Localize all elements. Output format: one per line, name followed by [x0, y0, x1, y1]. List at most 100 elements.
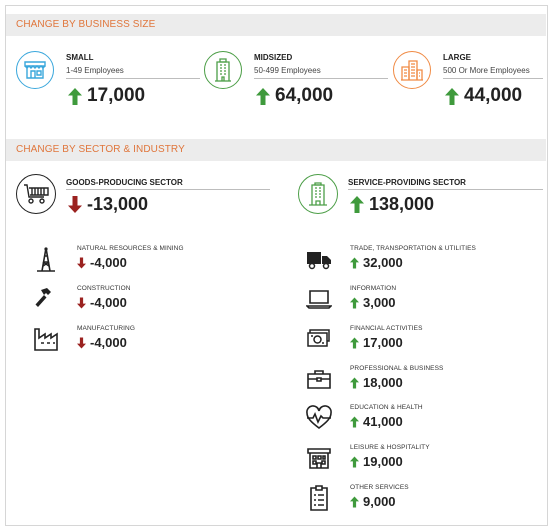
arrow-up-icon [68, 87, 82, 105]
industry-value-row: 32,000 [350, 255, 403, 270]
size-card-value-row: 44,000 [445, 85, 522, 107]
industry-value: -4,000 [90, 335, 127, 350]
size-card-title: MIDSIZED [254, 53, 293, 62]
industry-label: FINANCIAL ACTIVITIES [350, 325, 423, 332]
industry-label: OTHER SERVICES [350, 484, 409, 491]
industry-value-row: 41,000 [350, 414, 403, 429]
arrow-down-icon [77, 297, 86, 308]
divider [66, 78, 200, 79]
service-sector-value-row: 138,000 [350, 194, 434, 215]
arrow-up-icon [350, 377, 359, 388]
goods-sector-value: -13,000 [87, 194, 149, 214]
business-size-heading-bar: CHANGE BY BUSINESS SIZE [6, 14, 546, 36]
size-card-value: 64,000 [275, 85, 334, 106]
divider [254, 78, 388, 79]
size-card-value: 17,000 [87, 85, 146, 106]
infographic-frame [5, 5, 548, 526]
hotel-icon [307, 448, 331, 469]
industry-label: LEISURE & HOSPITALITY [350, 444, 430, 451]
arrow-down-icon [77, 257, 86, 268]
briefcase-icon [307, 370, 331, 389]
arrow-up-icon [256, 87, 270, 105]
sector-heading: CHANGE BY SECTOR & INDUSTRY [16, 144, 185, 155]
goods-sector-card: GOODS-PRODUCING SECTOR -13,000 [16, 172, 276, 222]
industry-value: -4,000 [90, 255, 127, 270]
city-buildings-icon [393, 51, 431, 89]
office-tower-icon [204, 51, 242, 89]
goods-sector-value-row: -13,000 [68, 194, 148, 215]
heart-pulse-icon [306, 405, 332, 430]
arrow-up-icon [350, 456, 359, 467]
industry-manufacturing: MANUFACTURING -4,000 [33, 325, 253, 359]
hammer-icon [35, 288, 51, 307]
industry-value: 9,000 [363, 494, 396, 509]
industry-value: 41,000 [363, 414, 403, 429]
industry-label: TRADE, TRANSPORTATION & UTILITIES [350, 245, 476, 252]
arrow-up-icon [350, 416, 359, 427]
size-card-title: LARGE [443, 53, 471, 62]
size-card-midsized: MIDSIZED 50-499 Employees 64,000 [204, 48, 388, 110]
industry-trade-transportation: TRADE, TRANSPORTATION & UTILITIES 32,000 [306, 245, 526, 279]
service-sector-title: SERVICE-PROVIDING SECTOR [348, 178, 466, 187]
clipboard-icon [310, 485, 328, 511]
truck-icon [307, 252, 331, 270]
divider [66, 189, 270, 190]
industry-value-row: 17,000 [350, 335, 403, 350]
size-card-value: 44,000 [464, 85, 523, 106]
arrow-up-icon [350, 337, 359, 348]
industry-other-services: OTHER SERVICES 9,000 [306, 484, 526, 518]
sector-heading-bar: CHANGE BY SECTOR & INDUSTRY [6, 139, 546, 161]
size-card-value-row: 64,000 [256, 85, 333, 107]
industry-leisure-hospitality: LEISURE & HOSPITALITY 19,000 [306, 444, 526, 478]
industry-financial: FINANCIAL ACTIVITIES 17,000 [306, 325, 526, 359]
business-size-heading: CHANGE BY BUSINESS SIZE [16, 19, 156, 30]
office-building-icon [298, 174, 338, 214]
arrow-up-icon [350, 297, 359, 308]
storefront-icon [16, 51, 54, 89]
industry-information: INFORMATION 3,000 [306, 285, 526, 319]
size-card-value-row: 17,000 [68, 85, 145, 107]
industry-natural-resources: NATURAL RESOURCES & MINING -4,000 [33, 245, 253, 279]
arrow-up-icon [445, 87, 459, 105]
service-sector-card: SERVICE-PROVIDING SECTOR 138,000 [298, 172, 548, 222]
factory-icon [34, 328, 58, 351]
industry-value: 17,000 [363, 335, 403, 350]
factory-cart-icon [16, 174, 56, 214]
industry-label: CONSTRUCTION [77, 285, 131, 292]
divider [443, 78, 543, 79]
industry-value-row: -4,000 [77, 295, 127, 310]
industry-professional-business: PROFESSIONAL & BUSINESS 18,000 [306, 365, 526, 399]
industry-value-row: -4,000 [77, 255, 127, 270]
service-sector-value: 138,000 [369, 194, 435, 214]
size-card-small: SMALL 1-49 Employees 17,000 [16, 48, 200, 110]
industry-label: EDUCATION & HEALTH [350, 404, 423, 411]
size-card-subtitle: 50-499 Employees [254, 66, 321, 75]
industry-label: PROFESSIONAL & BUSINESS [350, 365, 444, 372]
industry-value: -4,000 [90, 295, 127, 310]
arrow-up-icon [350, 257, 359, 268]
money-icon [307, 329, 330, 347]
arrow-up-icon [350, 496, 359, 507]
industry-value: 18,000 [363, 375, 403, 390]
industry-value-row: -4,000 [77, 335, 127, 350]
size-card-large: LARGE 500 Or More Employees 44,000 [393, 48, 548, 110]
industry-label: NATURAL RESOURCES & MINING [77, 245, 184, 252]
laptop-icon [306, 290, 332, 309]
size-card-subtitle: 1-49 Employees [66, 66, 124, 75]
arrow-down-icon [68, 196, 82, 213]
industry-value: 19,000 [363, 454, 403, 469]
industry-label: INFORMATION [350, 285, 397, 292]
industry-value-row: 9,000 [350, 494, 396, 509]
industry-label: MANUFACTURING [77, 325, 135, 332]
arrow-down-icon [77, 337, 86, 348]
industry-value: 32,000 [363, 255, 403, 270]
arrow-up-icon [350, 196, 364, 213]
size-card-subtitle: 500 Or More Employees [443, 66, 530, 75]
industry-value-row: 3,000 [350, 295, 396, 310]
goods-sector-title: GOODS-PRODUCING SECTOR [66, 178, 183, 187]
industry-value: 3,000 [363, 295, 396, 310]
industry-construction: CONSTRUCTION -4,000 [33, 285, 253, 319]
divider [348, 189, 543, 190]
oil-derrick-icon [37, 247, 55, 272]
industry-value-row: 18,000 [350, 375, 403, 390]
